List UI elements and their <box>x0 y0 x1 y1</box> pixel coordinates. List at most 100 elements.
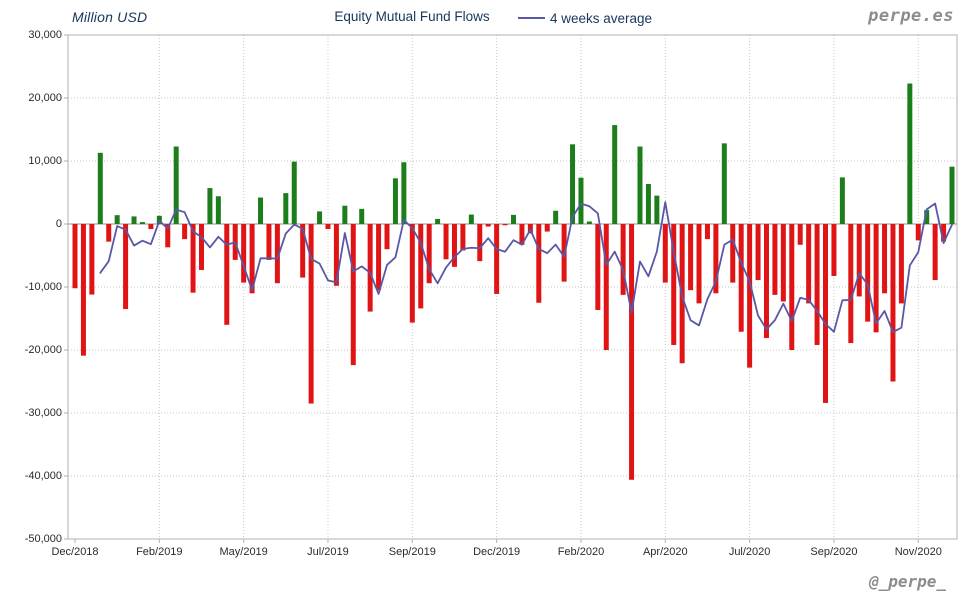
bar-week-93 <box>856 224 862 297</box>
x-tick-label: Apr/2020 <box>642 546 688 558</box>
x-tick-label: Sep/2019 <box>388 546 436 558</box>
bar-week-55 <box>536 224 542 303</box>
bar-week-50 <box>494 224 500 294</box>
y-tick-label: -20,000 <box>24 343 62 356</box>
bar-week-4 <box>106 224 112 242</box>
bar-week-64 <box>612 125 618 224</box>
bar-week-0 <box>72 224 78 289</box>
x-tick-label: Feb/2019 <box>136 546 183 558</box>
bar-week-3 <box>97 152 103 224</box>
bar-week-90 <box>831 224 837 276</box>
bar-week-61 <box>586 221 592 224</box>
bar-week-38 <box>392 178 398 224</box>
chart-title: Equity Mutual Fund Flows <box>334 9 490 24</box>
bar-week-81 <box>755 224 761 281</box>
bar-week-16 <box>207 188 213 224</box>
bar-week-9 <box>148 224 154 230</box>
x-tick-label: Sep/2020 <box>810 546 858 558</box>
bar-week-63 <box>603 224 609 350</box>
bar-week-57 <box>553 210 559 224</box>
bar-week-59 <box>570 144 576 224</box>
bar-week-33 <box>350 224 356 366</box>
bar-week-77 <box>721 143 727 224</box>
x-tick-label: Nov/2020 <box>894 546 942 558</box>
x-tick-label: Dec/2019 <box>473 546 521 558</box>
bar-week-39 <box>401 162 407 224</box>
bar-week-2 <box>89 224 95 295</box>
bar-week-18 <box>224 224 230 325</box>
bar-week-65 <box>620 224 626 295</box>
bar-week-53 <box>519 224 525 245</box>
bar-week-32 <box>342 205 348 224</box>
y-tick-label: 20,000 <box>28 91 62 104</box>
bar-week-46 <box>460 224 466 251</box>
y-tick-label: 30,000 <box>28 28 62 41</box>
bar-week-75 <box>704 224 710 240</box>
bar-week-94 <box>865 224 871 322</box>
bar-week-8 <box>139 222 145 224</box>
bar-week-40 <box>409 224 415 323</box>
bar-week-79 <box>738 224 744 332</box>
bar-week-45 <box>451 224 457 267</box>
bar-week-84 <box>780 224 786 302</box>
bar-week-102 <box>932 224 938 281</box>
bar-week-73 <box>688 224 694 291</box>
bar-week-34 <box>359 208 365 224</box>
bar-week-26 <box>291 161 297 224</box>
bar-week-85 <box>789 224 795 350</box>
author-handle: @_perpe_ <box>868 572 946 591</box>
bar-week-80 <box>747 224 753 368</box>
y-tick-label: -40,000 <box>24 469 62 482</box>
bar-week-83 <box>772 224 778 295</box>
bar-week-86 <box>797 224 803 245</box>
bar-week-1 <box>80 224 86 356</box>
bar-week-82 <box>763 224 769 339</box>
bar-week-103 <box>941 224 947 242</box>
bar-week-70 <box>662 224 668 283</box>
bar-week-92 <box>848 224 854 344</box>
bar-week-43 <box>435 218 441 224</box>
bar-week-11 <box>165 224 171 248</box>
bar-week-104 <box>949 166 955 224</box>
bar-week-29 <box>317 211 323 224</box>
x-tick-label: Jul/2019 <box>307 546 349 558</box>
y-tick-label: -30,000 <box>24 406 62 419</box>
x-tick-label: May/2019 <box>219 546 268 558</box>
bar-week-21 <box>249 224 255 294</box>
bar-week-12 <box>173 146 179 224</box>
x-tick-label: Feb/2020 <box>557 546 605 558</box>
bar-week-60 <box>578 177 584 224</box>
bar-week-24 <box>274 224 280 284</box>
bar-week-31 <box>333 224 339 286</box>
y-tick-label: -10,000 <box>24 280 62 293</box>
average-line <box>99 201 953 334</box>
bar-week-97 <box>890 224 896 382</box>
bar-week-51 <box>502 224 508 226</box>
bar-week-66 <box>629 224 635 480</box>
bar-week-20 <box>241 224 247 283</box>
bar-week-44 <box>443 224 449 260</box>
bar-week-96 <box>882 224 888 294</box>
bar-week-76 <box>713 224 719 294</box>
y-tick-label: -50,000 <box>24 532 62 545</box>
bar-week-100 <box>915 224 921 241</box>
bar-week-98 <box>898 224 904 304</box>
bar-week-13 <box>182 224 188 240</box>
bar-week-67 <box>637 146 643 224</box>
bar-week-28 <box>308 224 314 404</box>
bar-week-87 <box>806 224 812 304</box>
legend-label: 4 weeks average <box>550 10 653 26</box>
bar-week-36 <box>376 224 382 291</box>
bar-week-62 <box>595 224 601 310</box>
bar-week-74 <box>696 224 702 304</box>
bar-week-89 <box>823 224 829 403</box>
bar-week-25 <box>283 193 289 224</box>
bar-week-48 <box>477 224 483 262</box>
bar-week-42 <box>426 224 432 284</box>
y-axis-title: Million USD <box>72 9 148 25</box>
x-tick-label: Dec/2018 <box>51 546 99 558</box>
bar-week-41 <box>418 224 424 309</box>
bar-week-17 <box>215 196 221 224</box>
